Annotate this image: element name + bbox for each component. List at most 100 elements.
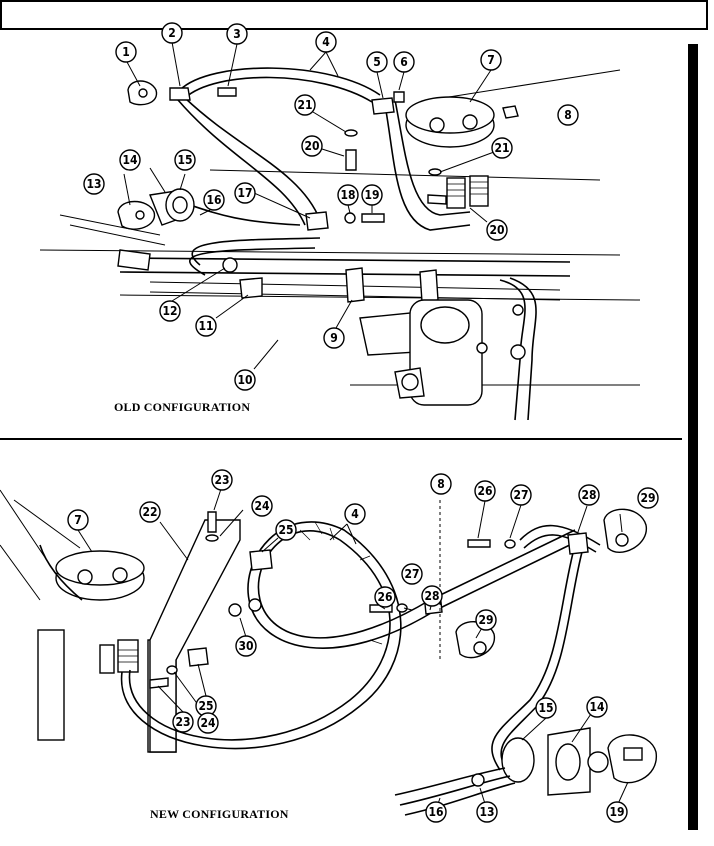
svg-text:20: 20	[304, 139, 319, 153]
callout-27-top: 27	[510, 484, 532, 506]
callout-14: 14	[119, 149, 141, 171]
callout-24-bottom: 24	[197, 712, 219, 734]
svg-text:11: 11	[198, 319, 213, 333]
callout-28-top: 28	[578, 484, 600, 506]
svg-text:10: 10	[237, 373, 252, 387]
callout-23-top: 23	[211, 469, 233, 491]
svg-text:27: 27	[513, 488, 528, 502]
svg-text:7: 7	[74, 513, 82, 527]
svg-text:24: 24	[254, 499, 270, 513]
callout-29-mid: 29	[475, 609, 497, 631]
callout-13-new: 13	[476, 801, 498, 823]
svg-text:15: 15	[177, 153, 192, 167]
new-callout-leaders	[77, 488, 629, 811]
svg-text:7: 7	[487, 53, 495, 67]
svg-text:12: 12	[162, 304, 177, 318]
callout-21-right: 21	[491, 137, 513, 159]
callout-16: 16	[203, 189, 225, 211]
callout-26-mid: 26	[374, 586, 396, 608]
svg-text:25: 25	[278, 523, 293, 537]
svg-text:22: 22	[142, 505, 157, 519]
callout-20-right: 20	[486, 219, 508, 241]
callout-7-new: 7	[67, 509, 89, 531]
svg-text:13: 13	[479, 805, 494, 819]
old-configuration-artwork	[39, 67, 641, 421]
callout-3: 3	[226, 23, 248, 45]
svg-text:8: 8	[437, 477, 445, 491]
svg-text:16: 16	[206, 193, 221, 207]
callout-1: 1	[115, 41, 137, 63]
callout-4: 4	[315, 31, 337, 53]
callout-17: 17	[234, 182, 256, 204]
old-callouts: 1 2 3 4 5 6 7 8 21 20 21 14 15 16 13 17 …	[83, 22, 579, 391]
new-configuration-caption: NEW CONFIGURATION	[150, 807, 289, 821]
old-callout-leaders	[123, 41, 495, 370]
svg-text:28: 28	[424, 589, 439, 603]
callout-25-top: 25	[275, 519, 297, 541]
svg-text:14: 14	[589, 700, 605, 714]
callout-19-new: 19	[606, 801, 628, 823]
svg-text:24: 24	[200, 716, 216, 730]
svg-text:6: 6	[400, 55, 408, 69]
callout-19: 19	[361, 184, 383, 206]
old-configuration-caption: OLD CONFIGURATION	[114, 400, 251, 414]
callout-29-top: 29	[637, 487, 659, 509]
svg-text:30: 30	[238, 639, 253, 653]
callout-24-top: 24	[251, 495, 273, 517]
svg-text:9: 9	[330, 331, 338, 345]
svg-text:2: 2	[168, 26, 176, 40]
callout-6: 6	[393, 51, 415, 73]
svg-text:4: 4	[322, 35, 330, 49]
svg-text:25: 25	[198, 699, 213, 713]
svg-text:29: 29	[478, 613, 493, 627]
svg-text:27: 27	[404, 567, 419, 581]
callout-2: 2	[161, 22, 183, 44]
svg-text:16: 16	[428, 805, 443, 819]
callout-15: 15	[174, 149, 196, 171]
callout-10: 10	[234, 369, 256, 391]
svg-text:4: 4	[351, 507, 359, 521]
new-configuration-artwork	[0, 489, 657, 816]
callout-11: 11	[195, 315, 217, 337]
svg-text:23: 23	[175, 715, 190, 729]
callout-4-new: 4	[344, 503, 366, 525]
callout-22: 22	[139, 501, 161, 523]
svg-text:19: 19	[609, 805, 624, 819]
svg-text:23: 23	[214, 473, 229, 487]
callout-20-left: 20	[301, 135, 323, 157]
svg-text:3: 3	[233, 27, 241, 41]
callout-8: 8	[557, 104, 579, 126]
callout-18: 18	[337, 184, 359, 206]
section-divider	[0, 438, 682, 440]
callout-12: 12	[159, 300, 181, 322]
callout-21-left: 21	[294, 94, 316, 116]
svg-text:29: 29	[640, 491, 655, 505]
svg-text:21: 21	[297, 98, 312, 112]
callout-23-bottom: 23	[172, 711, 194, 733]
svg-text:26: 26	[477, 484, 492, 498]
callout-16-new: 16	[425, 801, 447, 823]
svg-text:18: 18	[340, 188, 355, 202]
svg-text:21: 21	[494, 141, 509, 155]
svg-text:14: 14	[122, 153, 138, 167]
callout-26-top: 26	[474, 480, 496, 502]
callout-8-new: 8	[430, 473, 452, 495]
svg-text:8: 8	[564, 108, 572, 122]
svg-text:5: 5	[373, 55, 381, 69]
callout-9: 9	[323, 327, 345, 349]
callout-13: 13	[83, 173, 105, 195]
page-side-bar	[688, 44, 698, 830]
new-callouts: 23 24 7 22 25 4 8 26 27 28 29 30 26 27 2…	[67, 469, 659, 823]
callout-5: 5	[366, 51, 388, 73]
callout-14-new: 14	[586, 696, 608, 718]
callout-25-bottom: 25	[195, 695, 217, 717]
svg-text:1: 1	[122, 45, 130, 59]
svg-text:19: 19	[364, 188, 379, 202]
callout-15-new: 15	[535, 697, 557, 719]
svg-text:20: 20	[489, 223, 504, 237]
callout-27-mid: 27	[401, 563, 423, 585]
svg-text:15: 15	[538, 701, 553, 715]
svg-text:17: 17	[237, 186, 252, 200]
svg-text:13: 13	[86, 177, 101, 191]
